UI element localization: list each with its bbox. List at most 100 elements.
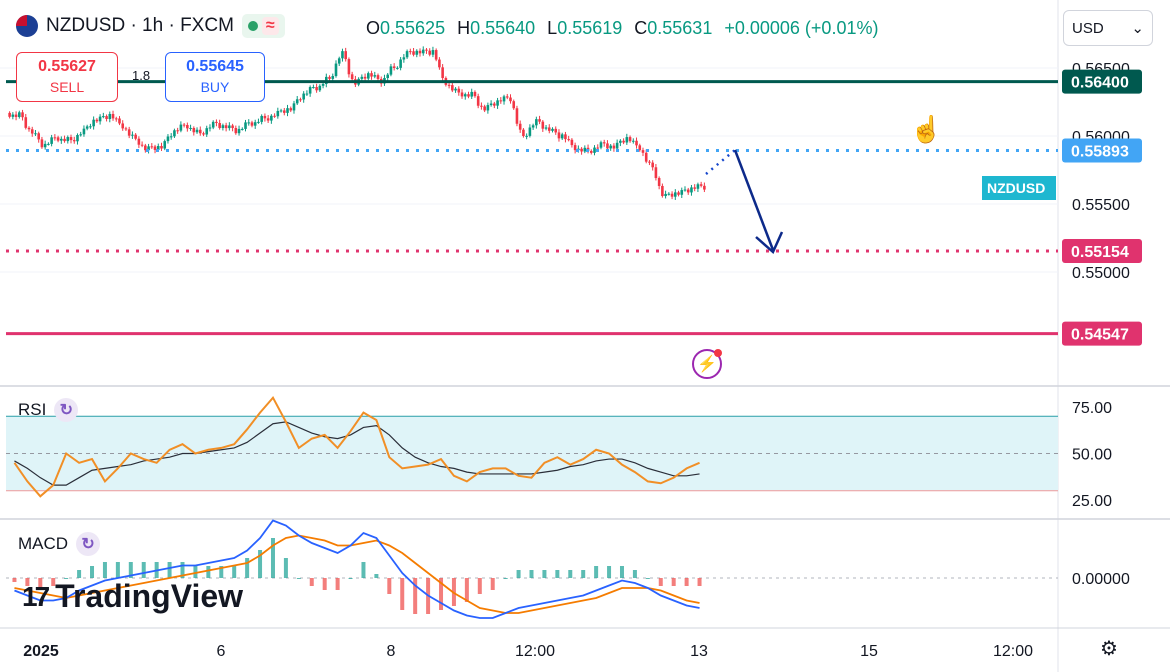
time-tick-label: 13 — [690, 643, 708, 660]
rsi-tick-label: 75.00 — [1072, 400, 1112, 417]
candle-body — [224, 125, 228, 129]
ohlc-readout: O0.55625 H0.55640 L0.55619 C0.55631 +0.0… — [366, 18, 879, 38]
candle-body — [573, 145, 577, 151]
candle-body — [108, 113, 112, 119]
candle-body — [476, 96, 480, 106]
macd-histogram-bar — [594, 566, 599, 578]
candle-body — [512, 101, 516, 109]
level-price-tag — [1062, 138, 1142, 163]
time-tick-label: 8 — [387, 643, 396, 660]
macd-refresh-icon[interactable]: ↻ — [76, 532, 101, 556]
market-status[interactable]: ≈ — [241, 14, 285, 38]
candle-body — [496, 100, 499, 106]
symbol-title[interactable]: NZDUSD · 1h · FXCM — [46, 15, 234, 36]
sell-label: SELL — [49, 79, 85, 95]
candle-body — [347, 59, 351, 75]
level-price-label: 0.54547 — [1071, 327, 1129, 344]
level-price-label: 0.56400 — [1071, 75, 1129, 92]
candle-body — [192, 127, 196, 133]
delayed-data-icon: ≈ — [261, 17, 279, 35]
macd-histogram-bar — [128, 562, 133, 578]
macd-histogram-bar — [464, 578, 469, 602]
candle-body — [486, 105, 490, 111]
settings-icon[interactable]: ⚙ — [1100, 638, 1118, 660]
macd-histogram-bar — [516, 570, 521, 578]
chart-header: NZDUSD · 1h · FXCM ≈ — [16, 14, 285, 38]
high-value: 0.55640 — [470, 18, 536, 38]
candle-body — [305, 93, 309, 95]
macd-histogram-bar — [477, 578, 482, 594]
buy-price: 0.55645 — [186, 58, 244, 75]
level-price-tag — [1062, 239, 1142, 264]
macd-histogram-bar — [270, 538, 275, 578]
candle-body — [263, 115, 267, 119]
candle-body — [153, 146, 157, 150]
symbol-tag-label: NZDUSD — [987, 180, 1045, 196]
hand-cursor-icon: ☝ — [910, 114, 943, 144]
candle-body — [699, 184, 703, 186]
projection-arrowhead — [755, 231, 784, 255]
candle-body — [98, 116, 102, 122]
candle-body — [399, 59, 402, 68]
candle-body — [428, 50, 432, 55]
candle-body — [182, 124, 186, 126]
candle-body — [253, 122, 257, 126]
candle-body — [674, 192, 677, 197]
candle-body — [82, 128, 86, 135]
candle-body — [215, 121, 218, 124]
candle-body — [34, 133, 37, 135]
candle-body — [124, 128, 128, 130]
candle-body — [654, 167, 658, 179]
lightning-icon[interactable]: ⚡ — [692, 349, 722, 379]
macd-histogram-bar — [619, 566, 624, 578]
macd-histogram-bar — [322, 578, 327, 590]
candle-body — [292, 103, 296, 111]
rsi-line — [13, 395, 700, 498]
candle-body — [60, 138, 63, 141]
candle-body — [328, 76, 331, 79]
candle-body — [425, 49, 428, 51]
candle-body — [279, 110, 283, 112]
candle-body — [163, 141, 167, 149]
candle-body — [376, 75, 380, 79]
candle-body — [402, 57, 406, 60]
level-price-tag — [1062, 321, 1142, 346]
candle-body — [102, 116, 105, 118]
macd-histogram-bar — [361, 562, 366, 578]
candle-body — [166, 136, 170, 142]
buy-button[interactable]: 0.55645 BUY — [165, 52, 265, 102]
candle-body — [315, 87, 318, 91]
rsi-ma-line — [14, 421, 700, 486]
candle-body — [612, 145, 616, 149]
candle-body — [137, 138, 141, 145]
candle-body — [53, 137, 57, 139]
candle-body — [531, 125, 535, 128]
candle-body — [350, 74, 354, 80]
candle-body — [231, 125, 234, 129]
candle-body — [505, 96, 509, 98]
candle-body — [176, 130, 179, 132]
macd-signal-line — [14, 534, 700, 614]
macd-histogram-bar — [555, 570, 560, 578]
candle-body — [341, 51, 344, 59]
rsi-refresh-icon[interactable]: ↻ — [54, 398, 79, 422]
sell-button[interactable]: 0.55627 SELL — [16, 52, 118, 102]
time-tick-label: 12:00 — [993, 643, 1033, 660]
candle-body — [570, 139, 574, 146]
macd-histogram-bar — [51, 578, 56, 586]
candle-body — [599, 142, 603, 148]
candle-body — [21, 112, 24, 118]
candle-body — [554, 128, 558, 133]
candle-body — [218, 123, 221, 129]
candle-body — [105, 116, 108, 119]
candle-body — [118, 118, 121, 124]
candle-body — [415, 50, 419, 55]
candle-body — [234, 128, 238, 134]
currency-select[interactable]: USD ⌄ — [1063, 10, 1153, 46]
candle-body — [489, 103, 493, 106]
level-price-tag — [1062, 69, 1142, 94]
candle-body — [418, 50, 422, 54]
candle-body — [483, 106, 486, 111]
rsi-tick-label: 50.00 — [1072, 447, 1112, 464]
